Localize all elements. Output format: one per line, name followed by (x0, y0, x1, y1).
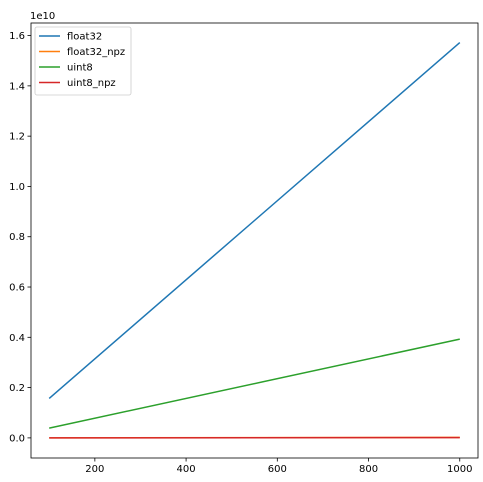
x-axis: 200 400 600 800 1000 (85, 458, 472, 475)
y-tick-label: 0.2 (9, 383, 25, 394)
y-tick-label: 0.6 (9, 283, 25, 294)
x-tick-label: 400 (177, 464, 196, 475)
legend-box (34, 26, 132, 96)
x-tick-label: 800 (359, 464, 378, 475)
series-line-uint8 (49, 338, 460, 429)
series-line-float32 (48, 42, 461, 399)
y-tick-label: 1.4 (9, 81, 25, 92)
plot-frame (30, 22, 479, 459)
legend: float32 float32_npz uint8 uint8_npz (34, 26, 132, 96)
legend-label-uint8: uint8 (67, 63, 93, 74)
y-offset-label: 1e10 (30, 11, 55, 22)
y-tick-label: 1.2 (9, 132, 25, 143)
x-tick-label: 600 (268, 464, 287, 475)
x-tick-label: 200 (85, 464, 104, 475)
y-tick-label: 0.0 (9, 433, 25, 444)
y-tick-label: 0.4 (9, 333, 25, 344)
y-tick-label: 0.8 (9, 232, 25, 243)
y-tick-label: 1.0 (9, 182, 25, 193)
y-axis: 0.0 0.2 0.4 0.6 0.8 1.0 1.2 1.4 1.6 (9, 31, 31, 444)
plot-lines (48, 42, 461, 439)
legend-label-uint8_npz: uint8_npz (67, 78, 116, 89)
y-tick-label: 1.6 (9, 31, 25, 42)
legend-label-float32_npz: float32_npz (67, 47, 125, 58)
legend-label-float32: float32 (67, 32, 102, 43)
x-tick-label: 1000 (447, 464, 472, 475)
